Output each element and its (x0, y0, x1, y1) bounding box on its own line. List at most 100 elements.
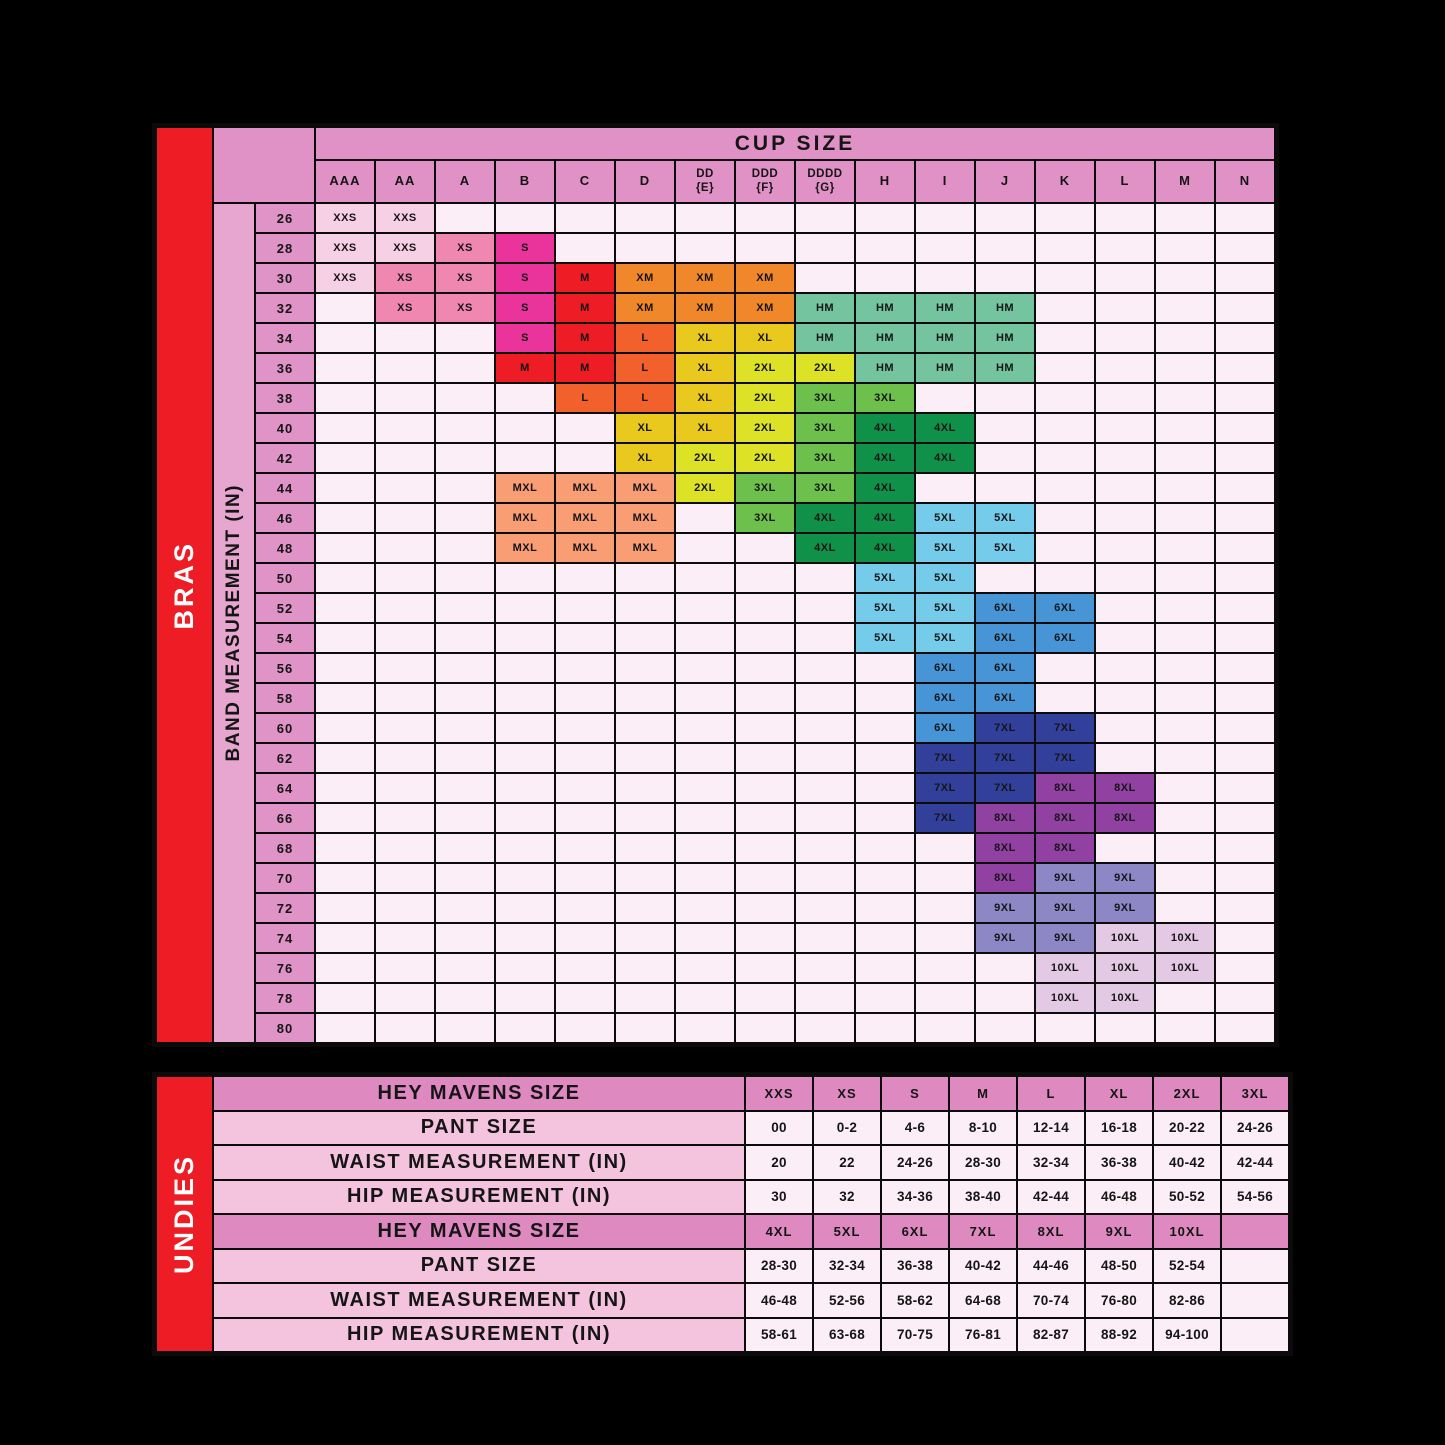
bras-size-cell (856, 924, 914, 952)
bras-size-cell (316, 474, 374, 502)
bras-size-cell (376, 834, 434, 862)
bras-size-cell (676, 684, 734, 712)
bras-size-cell: 3XL (796, 414, 854, 442)
bras-size-cell (496, 744, 554, 772)
band-row-header: 54 (256, 624, 314, 652)
bras-size-cell (856, 204, 914, 232)
bras-size-cell: 6XL (976, 624, 1034, 652)
bras-size-cell: 2XL (676, 474, 734, 502)
bras-size-cell (1216, 384, 1274, 412)
bras-size-cell (976, 264, 1034, 292)
bras-size-cell (556, 864, 614, 892)
bras-size-cell (1156, 714, 1214, 742)
bras-size-cell (1216, 654, 1274, 682)
bras-size-cell: 2XL (676, 444, 734, 472)
bras-size-cell (796, 984, 854, 1012)
bras-size-cell (316, 1014, 374, 1042)
bras-size-cell (436, 444, 494, 472)
undies-size-cell: 82-86 (1154, 1284, 1220, 1317)
bras-size-cell (496, 684, 554, 712)
bras-size-cell: M (556, 354, 614, 382)
bras-size-cell: HM (916, 354, 974, 382)
undies-size-cell: 5XL (814, 1215, 880, 1248)
bras-size-cell (316, 354, 374, 382)
bras-size-cell (316, 564, 374, 592)
bras-size-cell: MXL (556, 534, 614, 562)
bras-size-cell (736, 714, 794, 742)
bras-size-cell: 8XL (1036, 834, 1094, 862)
bras-size-cell (316, 774, 374, 802)
bras-size-cell (1096, 414, 1154, 442)
bras-size-cell (1156, 984, 1214, 1012)
undies-size-cell: 76-80 (1086, 1284, 1152, 1317)
bras-size-cell (616, 864, 674, 892)
bras-size-cell: L (616, 384, 674, 412)
bras-size-cell: 9XL (1096, 864, 1154, 892)
bras-size-cell (1156, 864, 1214, 892)
bras-size-cell (736, 954, 794, 982)
bras-size-cell: 2XL (796, 354, 854, 382)
bras-size-cell (796, 234, 854, 262)
bras-size-cell (1156, 894, 1214, 922)
bras-size-cell (376, 654, 434, 682)
bras-size-cell (856, 894, 914, 922)
bras-size-cell: 5XL (856, 594, 914, 622)
bras-size-cell: L (556, 384, 614, 412)
band-measurement-axis: BAND MEASUREMENT (IN) (214, 204, 254, 1042)
bras-size-cell: 10XL (1156, 954, 1214, 982)
bras-size-cell: 3XL (796, 384, 854, 412)
bras-size-cell (376, 714, 434, 742)
bras-size-cell (1216, 594, 1274, 622)
undies-size-cell: 70-75 (882, 1318, 948, 1351)
band-row-header: 26 (256, 204, 314, 232)
undies-size-cell: 52-56 (814, 1284, 880, 1317)
bras-size-cell (1156, 444, 1214, 472)
bras-size-cell: 8XL (976, 864, 1034, 892)
undies-size-cell: 7XL (950, 1215, 1016, 1248)
undies-size-cell: 32 (814, 1180, 880, 1213)
bras-size-cell (316, 384, 374, 412)
bras-size-cell: 7XL (916, 804, 974, 832)
undies-size-cell: 6XL (882, 1215, 948, 1248)
bras-size-cell (1156, 774, 1214, 802)
bras-size-cell: 4XL (856, 474, 914, 502)
bras-size-cell (556, 564, 614, 592)
bras-size-cell (916, 954, 974, 982)
bras-size-cell: MXL (616, 534, 674, 562)
bras-size-cell (496, 804, 554, 832)
bras-size-cell (796, 834, 854, 862)
cup-column-header: M (1156, 161, 1214, 202)
bras-size-cell (916, 204, 974, 232)
bras-size-cell (316, 654, 374, 682)
bras-size-cell: XL (676, 384, 734, 412)
bras-size-cell (316, 714, 374, 742)
undies-size-cell: 12-14 (1018, 1111, 1084, 1144)
bras-size-cell: 10XL (1096, 984, 1154, 1012)
bras-size-cell (856, 654, 914, 682)
undies-size-cell: 36-38 (882, 1249, 948, 1282)
bras-size-cell (436, 684, 494, 712)
undies-size-cell: 94-100 (1154, 1318, 1220, 1351)
bras-size-cell: 7XL (976, 774, 1034, 802)
bras-size-cell (436, 474, 494, 502)
bras-size-cell (1156, 264, 1214, 292)
bras-size-cell (376, 1014, 434, 1042)
bras-size-cell (376, 864, 434, 892)
bras-size-cell (436, 714, 494, 742)
bras-size-cell (556, 594, 614, 622)
undies-size-cell: 20 (746, 1146, 812, 1179)
bras-size-cell (496, 594, 554, 622)
undies-size-cell: 34-36 (882, 1180, 948, 1213)
bras-size-cell (1156, 654, 1214, 682)
bras-size-cell (556, 714, 614, 742)
bras-size-cell: L (616, 354, 674, 382)
undies-row-label: HIP MEASUREMENT (IN) (214, 1180, 744, 1213)
bras-size-cell (1036, 534, 1094, 562)
bras-size-cell (616, 924, 674, 952)
bras-size-cell (736, 564, 794, 592)
bras-size-cell: MXL (496, 534, 554, 562)
undies-size-cell: L (1018, 1077, 1084, 1110)
bras-size-cell (1036, 504, 1094, 532)
undies-size-cell: 70-74 (1018, 1284, 1084, 1317)
bras-size-cell (436, 624, 494, 652)
